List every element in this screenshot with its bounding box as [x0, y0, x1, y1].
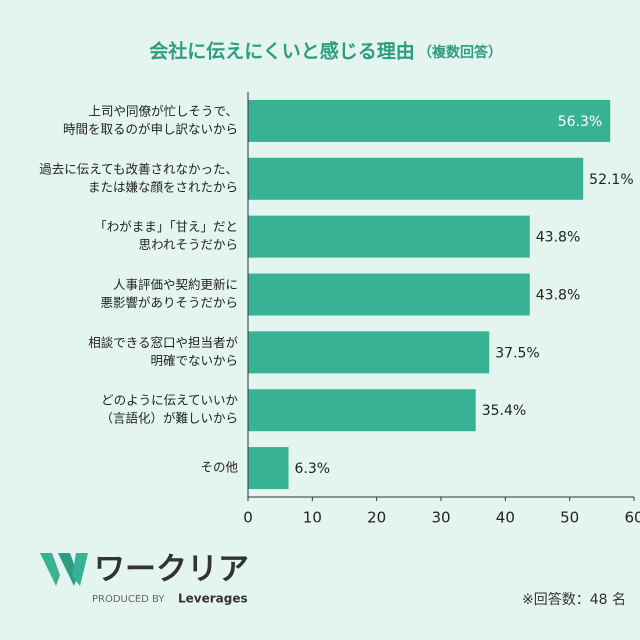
bar: [248, 99, 611, 142]
y-tick-label: どのように伝えていいか: [101, 393, 238, 408]
logo-icon: [58, 553, 78, 586]
value-label: 6.3%: [295, 461, 331, 477]
logo-brand: Leverages: [178, 592, 248, 606]
y-tick-label: または嫌な顔をされたから: [88, 179, 238, 194]
y-tick-label: 過去に伝えても改善されなかった、: [39, 161, 238, 176]
y-tick-label: 時間を取るのが申し訳ないから: [63, 121, 238, 136]
y-tick-label: 人事評価や契約更新に: [113, 277, 238, 292]
x-tick-label: 50: [560, 509, 579, 527]
bar: [248, 273, 530, 316]
value-label: 43.8%: [536, 288, 580, 304]
logo-icon: [72, 553, 88, 586]
value-label: 37.5%: [495, 345, 539, 361]
bar: [248, 215, 530, 258]
x-tick-label: 0: [243, 509, 253, 527]
value-label: 43.8%: [536, 230, 580, 246]
logo: ワークリア PRODUCED BY Leverages: [40, 552, 249, 606]
y-tick-label: 悪影響がありそうだから: [100, 295, 238, 310]
value-label: 52.1%: [589, 172, 633, 188]
x-tick-label: 20: [367, 509, 386, 527]
y-tick-label: 「わがまま」「甘え」だと: [94, 219, 238, 234]
x-tick-label: 30: [431, 509, 450, 527]
x-tick-label: 60: [624, 509, 640, 527]
logo-icon: [40, 553, 60, 586]
x-tick-label: 10: [303, 509, 322, 527]
y-tick-label: 思われそうだから: [139, 237, 238, 252]
chart-title: 会社に伝えにくいと感じる理由: [149, 40, 415, 63]
note: ※回答数：48 名: [522, 591, 626, 608]
y-tick-label: 明確でないから: [150, 353, 238, 368]
bar: [248, 157, 584, 200]
x-tick-label: 40: [496, 509, 515, 527]
logo-name: ワークリア: [94, 552, 249, 588]
y-tick-label: （言語化）が難しいから: [100, 411, 238, 426]
value-label: 56.3%: [558, 114, 602, 130]
bar: [248, 447, 289, 490]
y-tick-label: その他: [200, 460, 238, 475]
logo-produced-by: PRODUCED BY: [92, 594, 165, 605]
bar: [248, 389, 476, 432]
value-label: 35.4%: [482, 403, 526, 419]
bar: [248, 331, 490, 374]
y-tick-label: 相談できる窓口や担当者が: [88, 335, 238, 350]
chart-subtitle: （複数回答）: [418, 44, 502, 61]
y-tick-label: 上司や同僚が忙しそうで、: [88, 103, 238, 118]
